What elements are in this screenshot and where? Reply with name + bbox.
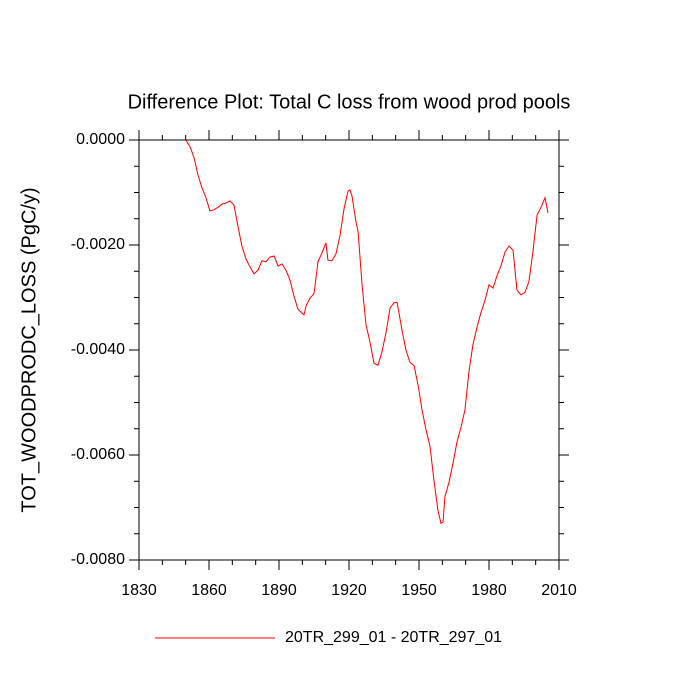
x-tick-label: 1950 — [401, 582, 437, 599]
x-tick-label: 1920 — [331, 582, 367, 599]
y-tick-label: 0.0000 — [76, 131, 125, 148]
y-tick-label: -0.0040 — [71, 341, 125, 358]
y-tick-label: -0.0080 — [71, 551, 125, 568]
x-tick-label: 1980 — [471, 582, 507, 599]
y-tick-label: -0.0060 — [71, 446, 125, 463]
x-tick-label: 2010 — [541, 582, 577, 599]
y-axis-label: TOT_WOODPRODC_LOSS (PgC/y) — [18, 187, 40, 512]
y-tick-label: -0.0020 — [71, 236, 125, 253]
legend-label: 20TR_299_01 - 20TR_297_01 — [285, 629, 502, 646]
x-tick-label: 1890 — [261, 582, 297, 599]
plot-frame — [138, 139, 560, 561]
x-tick-label: 1860 — [191, 582, 227, 599]
data-line — [185, 139, 549, 524]
chart-title: Difference Plot: Total C loss from wood … — [128, 91, 571, 113]
x-tick-label: 1830 — [121, 582, 157, 599]
